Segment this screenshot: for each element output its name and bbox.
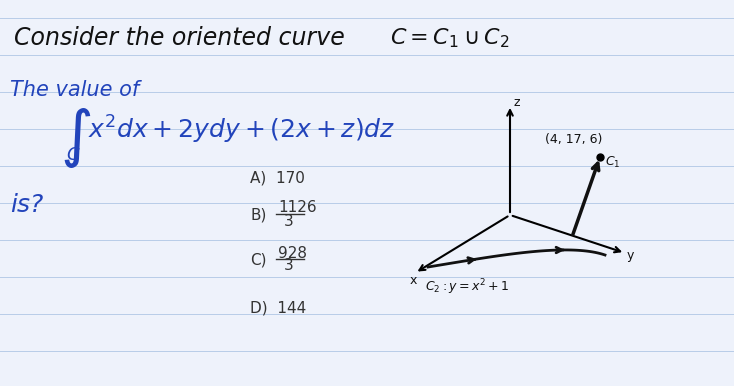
Text: The value of: The value of <box>10 80 139 100</box>
Text: $C_2 : y = x^2 + 1$: $C_2 : y = x^2 + 1$ <box>425 277 509 297</box>
Text: 3: 3 <box>284 213 294 229</box>
Text: (4, 17, 6): (4, 17, 6) <box>545 132 603 146</box>
Text: y: y <box>627 249 634 261</box>
Text: $C$: $C$ <box>66 146 81 164</box>
Text: 928: 928 <box>278 245 307 261</box>
Text: Consider the oriented curve: Consider the oriented curve <box>14 26 345 50</box>
Text: x: x <box>410 274 418 286</box>
Text: $C = C_1 \cup C_2$: $C = C_1 \cup C_2$ <box>390 26 509 50</box>
Text: 3: 3 <box>284 259 294 274</box>
Text: $C_1$: $C_1$ <box>605 154 620 169</box>
Text: D)  144: D) 144 <box>250 300 306 315</box>
Text: z: z <box>513 95 520 108</box>
Text: $x^2dx + 2ydy + (2x+z)dz$: $x^2dx + 2ydy + (2x+z)dz$ <box>88 114 396 146</box>
Text: $\int$: $\int$ <box>60 106 91 170</box>
Text: C): C) <box>250 252 266 267</box>
Text: is?: is? <box>10 193 43 217</box>
Text: B): B) <box>250 208 266 222</box>
Text: 1126: 1126 <box>278 200 316 215</box>
Text: A)  170: A) 170 <box>250 171 305 186</box>
